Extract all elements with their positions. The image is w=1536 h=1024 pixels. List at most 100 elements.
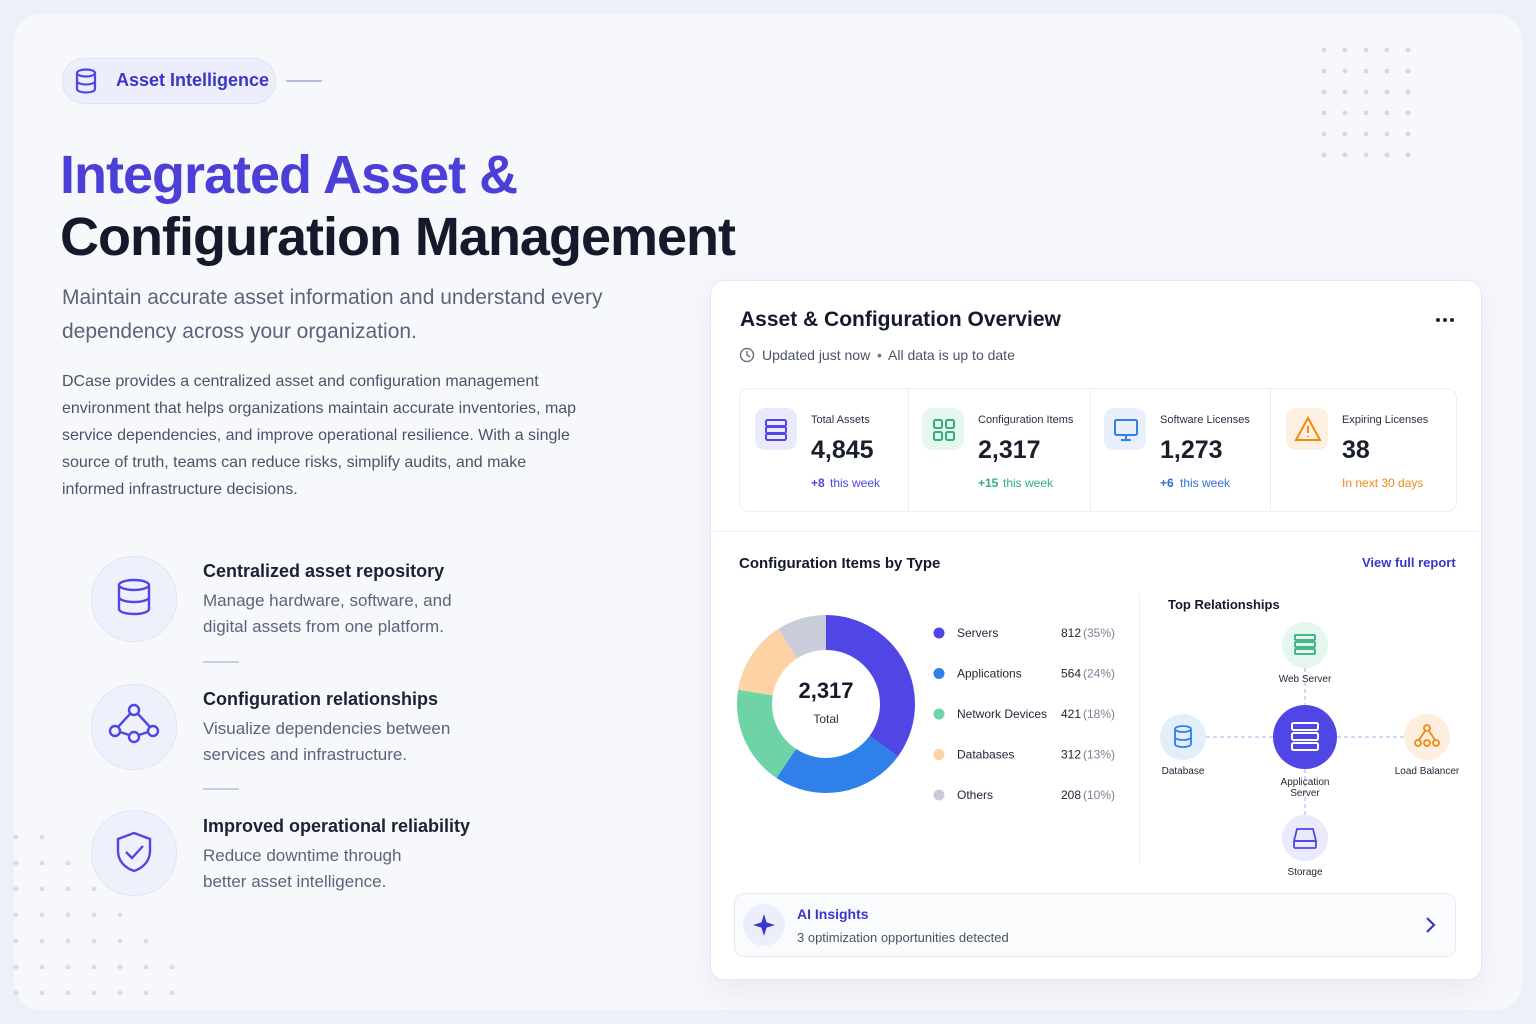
feature-title: Improved operational reliability (203, 816, 471, 836)
badge-text: Asset Intelligence (116, 70, 270, 90)
legend-swatch (933, 627, 945, 639)
legend-swatch (933, 789, 945, 801)
donut-slice (778, 615, 826, 659)
stat-icon (755, 408, 797, 450)
donut-slice (737, 689, 796, 778)
node-application-server (1273, 705, 1337, 769)
chevron (1426, 917, 1436, 933)
stat-icon-glyph (1114, 419, 1138, 441)
relationships-title: Top Relationships (1168, 597, 1280, 612)
divider (711, 531, 1480, 532)
badge-icon (75, 68, 97, 94)
ai-insights-row[interactable] (734, 893, 1456, 957)
legend-label: Applications (957, 667, 1022, 681)
stat-icon-glyph (1294, 416, 1322, 441)
node-web-server (1282, 622, 1328, 668)
stat-delta: +8 (811, 476, 825, 490)
relationship-graph (1160, 622, 1450, 861)
feature-icon (91, 556, 177, 642)
node-storage (1282, 815, 1328, 861)
stat-value: 1,273 (1160, 436, 1223, 464)
ai-text: 3 optimization opportunities detected (797, 930, 1009, 945)
legend-percent: (24%) (1083, 667, 1115, 681)
hero-subtitle: Maintain accurate asset information and … (62, 286, 603, 343)
node-label: Storage (1287, 867, 1323, 878)
legend-percent: (35%) (1083, 626, 1115, 640)
donut-slice (776, 735, 898, 793)
menu-button[interactable] (1434, 314, 1456, 326)
donut-slice (826, 615, 915, 757)
stat-note: this week (1180, 476, 1231, 490)
hero-body: DCase provides a centralized asset and c… (62, 373, 577, 498)
ai-icon-glyph (753, 914, 775, 936)
panel-title: Asset & Configuration Overview (740, 308, 1061, 331)
feature-icon-glyph (117, 578, 151, 616)
updated-text: Updated just now (762, 347, 871, 363)
legend-label: Network Devices (957, 707, 1047, 721)
ai-title: AI Insights (797, 906, 869, 922)
stat-delta: +6 (1160, 476, 1174, 490)
chart-title: Configuration Items by Type (739, 555, 941, 572)
divider (203, 661, 239, 663)
stat-note: this week (830, 476, 881, 490)
legend-percent: (10%) (1083, 788, 1115, 802)
badge (62, 58, 276, 104)
stat-delta: +15 (978, 476, 999, 490)
view-report-link[interactable]: View full report (1362, 555, 1456, 570)
stat-icon (1104, 408, 1146, 450)
legend-value: 312 (1061, 748, 1081, 762)
donut-slice (738, 628, 798, 696)
legend-label: Others (957, 788, 993, 802)
feature-title: Configuration relationships (203, 689, 439, 709)
stat-label: Total Assets (811, 414, 870, 426)
donut-center-value: 2,317 (798, 678, 853, 703)
legend-swatch (933, 668, 945, 679)
feature-icon (91, 810, 177, 896)
feature-text: Reduce downtime through better asset int… (203, 846, 402, 891)
stat-icon-glyph (765, 419, 787, 441)
stat-label: Software Licenses (1160, 414, 1250, 426)
legend-value: 421 (1061, 707, 1081, 721)
legend-label: Servers (957, 626, 998, 640)
feature-icon-glyph (116, 831, 152, 873)
legend-swatch (933, 749, 945, 760)
feature-icon (91, 684, 177, 770)
legend-swatch (933, 708, 945, 720)
donut-chart: 2,317 Total Servers 812 (35%) Applications 564… (737, 615, 1115, 802)
feature-icon-glyph (108, 703, 160, 744)
legend-value: 564 (1061, 667, 1081, 681)
stat-icon-glyph (933, 419, 955, 441)
node-label: Database (1161, 766, 1205, 777)
badge-rule (286, 80, 322, 82)
hero-title: Configuration Management (60, 207, 736, 267)
divider (203, 788, 239, 790)
legend-percent: (18%) (1083, 707, 1115, 721)
node-load-balancer (1404, 714, 1450, 760)
stat-note: In next 30 days (1342, 476, 1424, 490)
separator-dot: • (877, 347, 882, 363)
stat-note: this week (1003, 476, 1054, 490)
feature-text: Visualize dependencies between services … (203, 719, 451, 764)
stat-label: Expiring Licenses (1342, 414, 1429, 426)
feature-title: Centralized asset repository (203, 561, 445, 581)
hero-title: Integrated Asset & (60, 145, 518, 205)
legend-percent: (13%) (1083, 748, 1115, 762)
stat-value: 38 (1342, 436, 1370, 464)
legend-label: Databases (957, 748, 1014, 762)
stat-value: 4,845 (811, 436, 874, 464)
dot-grid (1321, 47, 1411, 158)
node-label: Web Server (1278, 674, 1332, 685)
node-label: Application Server (1280, 777, 1330, 799)
node-label: Load Balancer (1394, 766, 1460, 777)
stat-value: 2,317 (978, 436, 1041, 464)
legend-value: 208 (1061, 788, 1081, 802)
clock-icon (739, 347, 755, 363)
legend-value: 812 (1061, 626, 1081, 640)
node-database (1160, 714, 1206, 760)
status-text: All data is up to date (888, 347, 1015, 363)
feature-text: Manage hardware, software, and digital a… (203, 591, 452, 636)
dot-grid (13, 834, 175, 996)
stat-icon (922, 408, 964, 450)
donut-center-label: Total (813, 712, 838, 726)
